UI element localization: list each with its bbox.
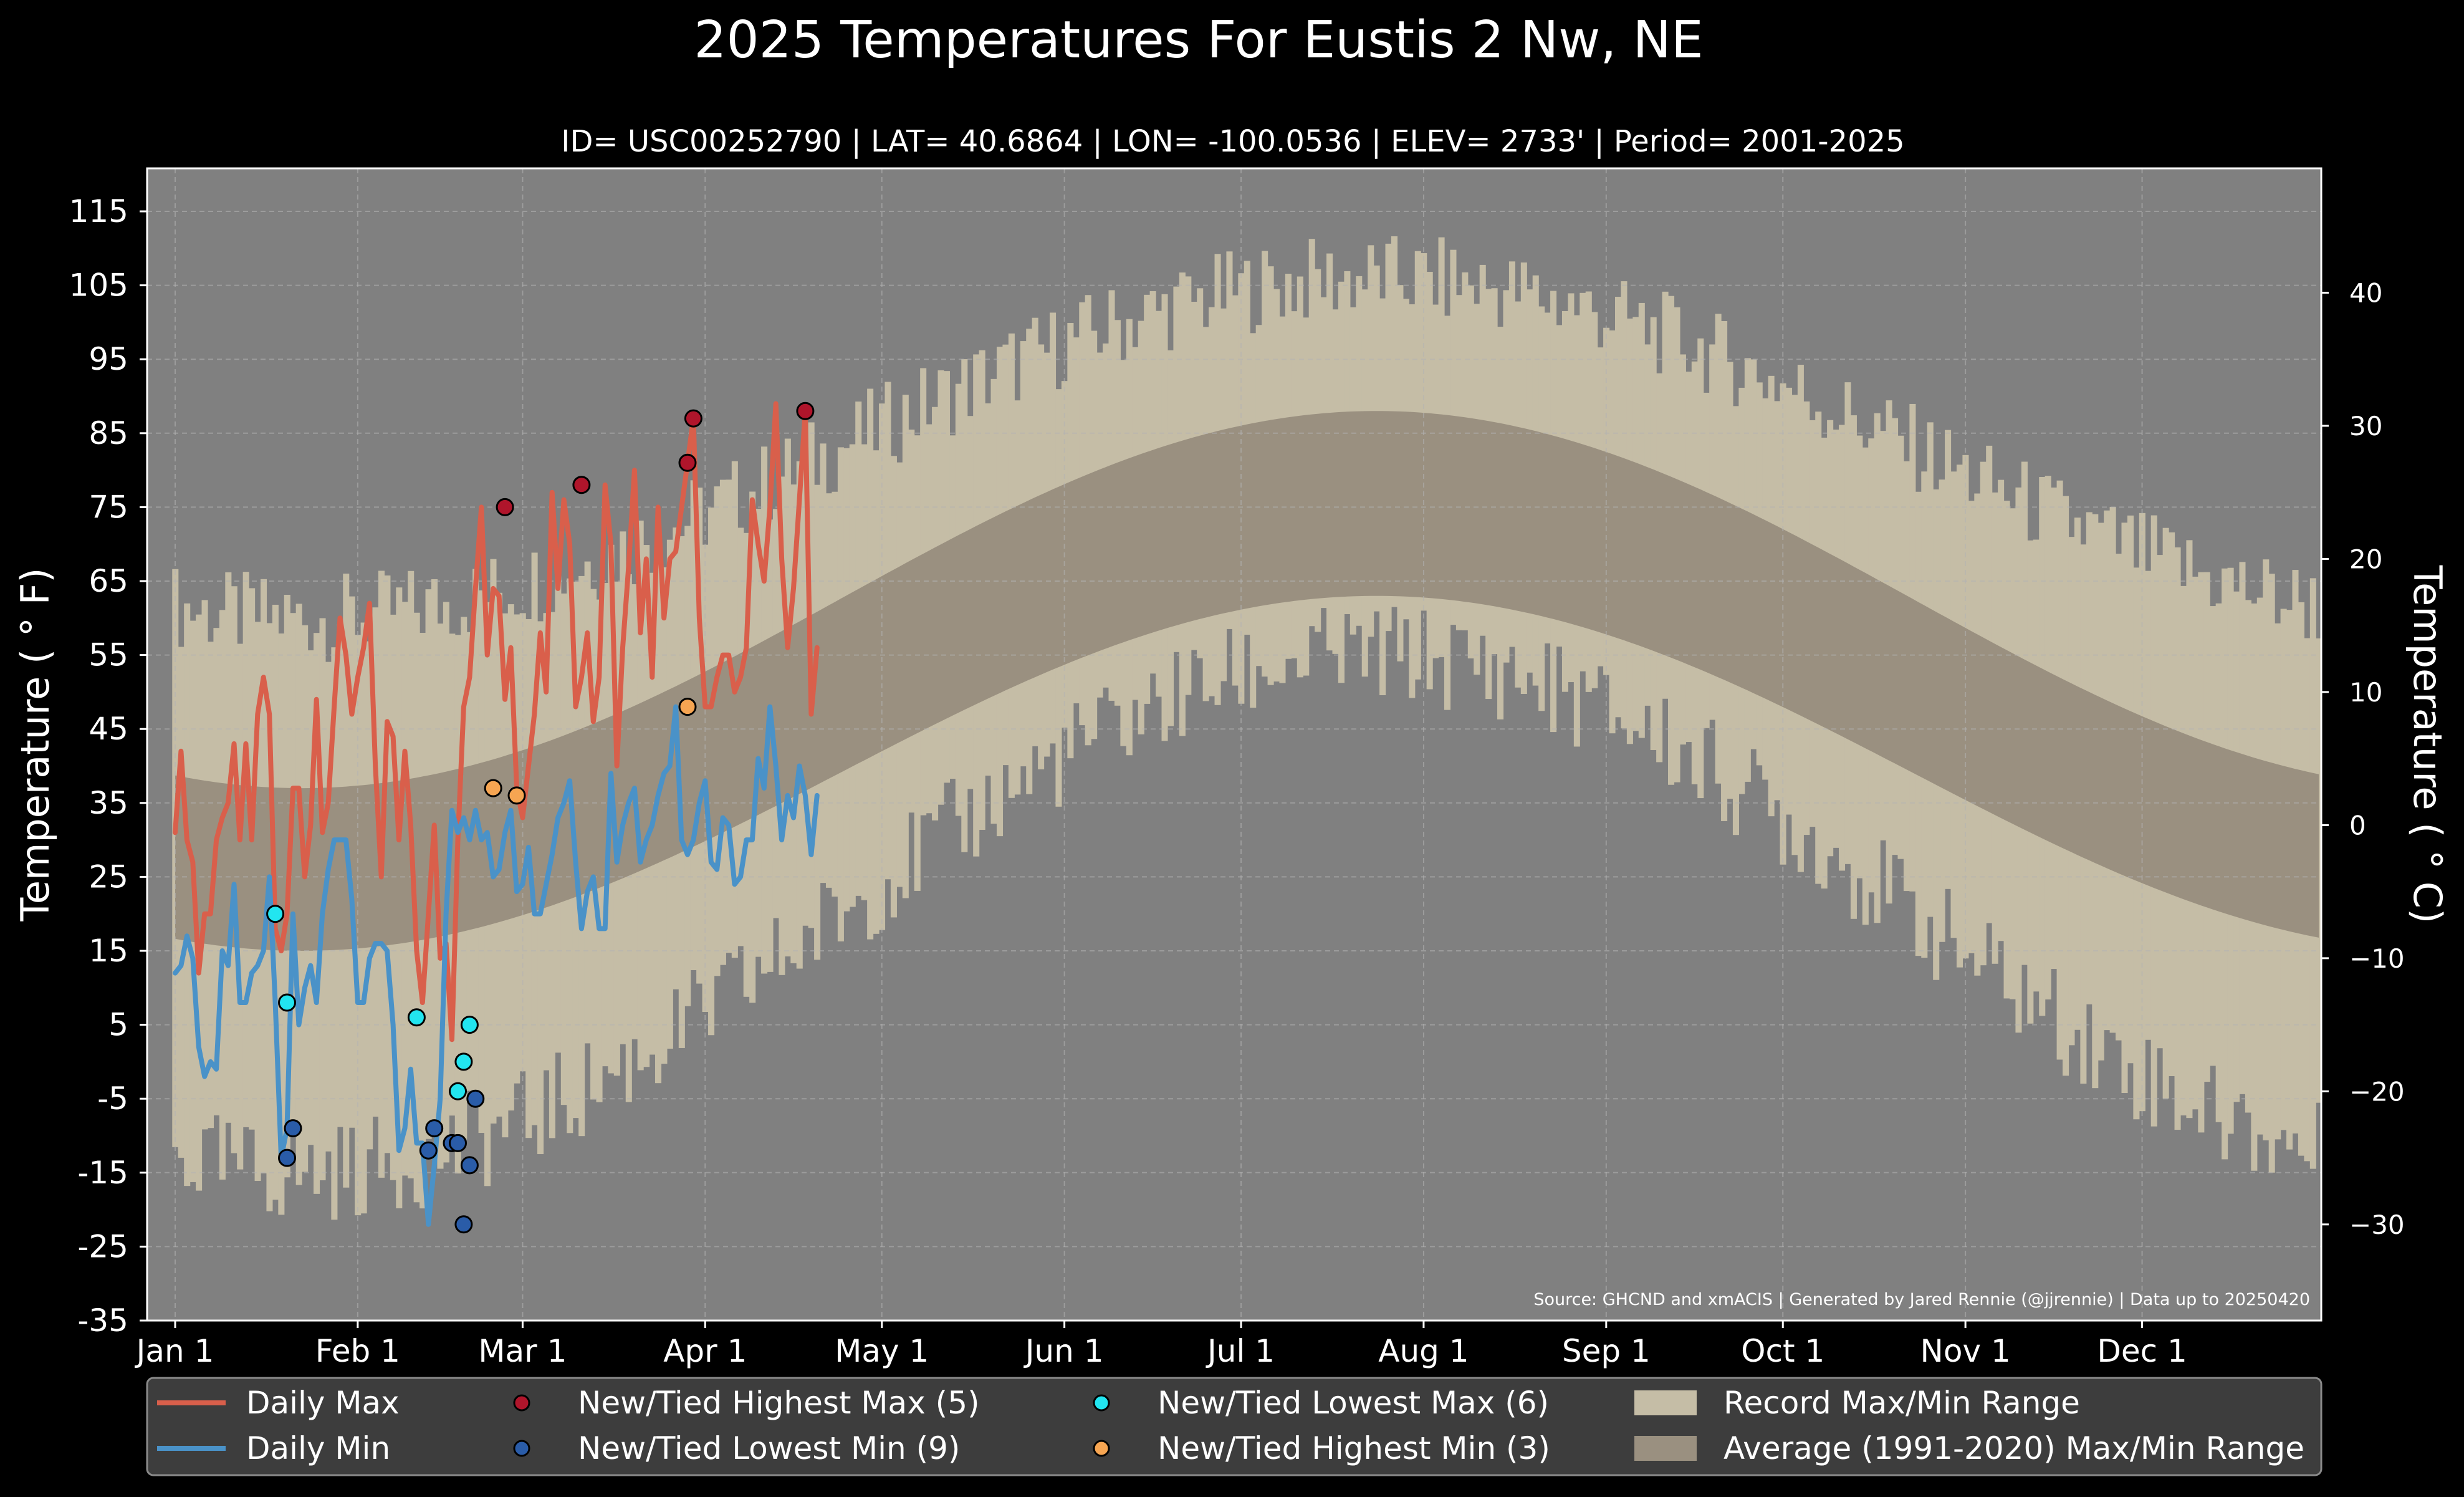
y-right-tick-label: −30 [2349, 1210, 2405, 1240]
y-right-tick-label: −10 [2349, 943, 2405, 974]
highest-min-record-point [507, 786, 526, 805]
x-tick-label: Feb 1 [315, 1333, 400, 1369]
y-right-tick-label: 10 [2349, 677, 2382, 708]
x-tick-label: May 1 [835, 1333, 929, 1369]
source-note: Source: GHCND and xmACIS | Generated by … [1533, 1290, 2310, 1309]
y-tick-label: 45 [89, 711, 128, 747]
y-tick-label: 75 [89, 489, 128, 525]
legend-marker-swatch [1093, 1440, 1110, 1457]
x-tick-label: Jan 1 [135, 1333, 214, 1369]
y-axis-label-right: Temperature ( ° C) [2405, 565, 2450, 924]
x-tick-label: Aug 1 [1378, 1333, 1469, 1369]
highest-max-record-point [678, 453, 697, 472]
legend-marker-swatch [1093, 1394, 1110, 1412]
chart-title: 2025 Temperatures For Eustis 2 Nw, NE [694, 11, 1703, 70]
y-tick-label: 5 [108, 1007, 128, 1043]
y-tick-label: 95 [89, 341, 128, 377]
legend-item: Record Max/Min Range [1634, 1385, 2080, 1421]
plot-area: Source: GHCND and xmACIS | Generated by … [146, 167, 2323, 1322]
legend-item: New/Tied Highest Min (3) [1093, 1430, 1550, 1466]
legend-item: Daily Max [157, 1385, 400, 1421]
lowest-min-record-point [419, 1141, 438, 1160]
lowest-min-record-point [454, 1215, 473, 1234]
chart-subtitle: ID= USC00252790 | LAT= 40.6864 | LON= -1… [561, 124, 1904, 159]
y-axis-label-left: Temperature ( ° F) [12, 568, 58, 922]
record-range-bar [2316, 638, 2323, 1103]
lowest-min-record-point [425, 1119, 444, 1138]
y-tick-label: 15 [89, 933, 128, 969]
y-tick-label: 115 [69, 193, 128, 229]
lowest-min-record-point [466, 1089, 485, 1108]
x-tick-label: Dec 1 [2097, 1333, 2187, 1369]
y-right-tick-label: −20 [2349, 1076, 2405, 1107]
y-right-tick-label: 20 [2349, 544, 2382, 574]
x-tick-label: Nov 1 [1920, 1333, 2010, 1369]
y-axis-right: −30 −20 −10 0 10 20 30 40 [2321, 277, 2405, 1240]
highest-min-record-point [484, 779, 502, 797]
x-axis: Jan 1 Feb 1 Mar 1 Apr 1 May 1 Jun 1 Jul 1 Aug 1… [135, 1321, 2187, 1369]
y-tick-label: -15 [77, 1155, 128, 1191]
highest-max-record-point [684, 409, 702, 428]
x-tick-label: Sep 1 [1562, 1333, 1651, 1369]
lowest-max-record-point [460, 1016, 479, 1034]
lowest-min-record-point [284, 1119, 302, 1138]
lowest-min-record-point [449, 1134, 467, 1152]
legend-label: Daily Min [246, 1430, 390, 1466]
x-tick-label: Oct 1 [1741, 1333, 1824, 1369]
y-tick-label: 55 [89, 637, 128, 673]
legend-box [146, 1377, 2323, 1476]
legend-item: New/Tied Lowest Min (9) [513, 1430, 960, 1466]
legend-marker-swatch [513, 1440, 530, 1457]
lowest-min-record-point [460, 1156, 479, 1175]
y-tick-label: 85 [89, 415, 128, 451]
lowest-max-record-point [266, 905, 285, 923]
y-tick-label: 35 [89, 785, 128, 821]
legend-label: New/Tied Highest Min (3) [1158, 1430, 1550, 1466]
lowest-min-record-point [278, 1148, 296, 1167]
legend-patch-swatch [1634, 1390, 1697, 1415]
y-tick-label: 65 [89, 563, 128, 599]
highest-max-record-point [572, 476, 591, 494]
y-axis-left: -35 -25 -15 -5 5 15 25 35 45 55 65 75 85 95 105 115 [69, 193, 147, 1339]
legend-label: Daily Max [246, 1385, 400, 1421]
legend-item: New/Tied Lowest Max (6) [1093, 1385, 1549, 1421]
y-tick-label: -5 [97, 1081, 128, 1117]
y-tick-label: -25 [77, 1228, 128, 1264]
legend-marker-swatch [513, 1394, 530, 1412]
legend-item: Average (1991-2020) Max/Min Range [1634, 1430, 2304, 1466]
lowest-max-record-point [454, 1052, 473, 1071]
legend-label: Average (1991-2020) Max/Min Range [1723, 1430, 2304, 1466]
legend-label: Record Max/Min Range [1723, 1385, 2080, 1421]
legend-label: New/Tied Lowest Max (6) [1158, 1385, 1549, 1421]
lowest-max-record-point [407, 1008, 426, 1027]
highest-max-record-point [796, 402, 815, 420]
legend-label: New/Tied Lowest Min (9) [578, 1430, 960, 1466]
lowest-max-record-point [278, 993, 296, 1012]
legend-label: New/Tied Highest Max (5) [578, 1385, 980, 1421]
gridlines [147, 168, 2321, 1321]
legend: Daily Max Daily Min New/Tied Highest Max (… [146, 1377, 2323, 1476]
legend-item: New/Tied Highest Max (5) [513, 1385, 980, 1421]
y-right-tick-label: 30 [2349, 411, 2382, 441]
highest-min-record-point [678, 698, 697, 716]
x-tick-label: Jun 1 [1023, 1333, 1104, 1369]
x-tick-label: Mar 1 [478, 1333, 567, 1369]
y-tick-label: -35 [77, 1302, 128, 1339]
y-right-tick-label: 40 [2349, 277, 2382, 308]
x-tick-label: Apr 1 [663, 1333, 747, 1369]
daily-max-line [173, 401, 820, 1042]
y-tick-label: 25 [89, 859, 128, 895]
legend-item: Daily Min [157, 1430, 390, 1466]
plot-frame [146, 167, 2323, 1322]
x-tick-label: Jul 1 [1206, 1333, 1275, 1369]
legend-patch-swatch [1634, 1436, 1697, 1461]
highest-max-record-point [496, 498, 514, 516]
record-markers [266, 402, 815, 1234]
y-tick-label: 105 [69, 267, 128, 304]
lowest-max-record-point [449, 1082, 467, 1100]
y-right-tick-label: 0 [2349, 810, 2366, 840]
